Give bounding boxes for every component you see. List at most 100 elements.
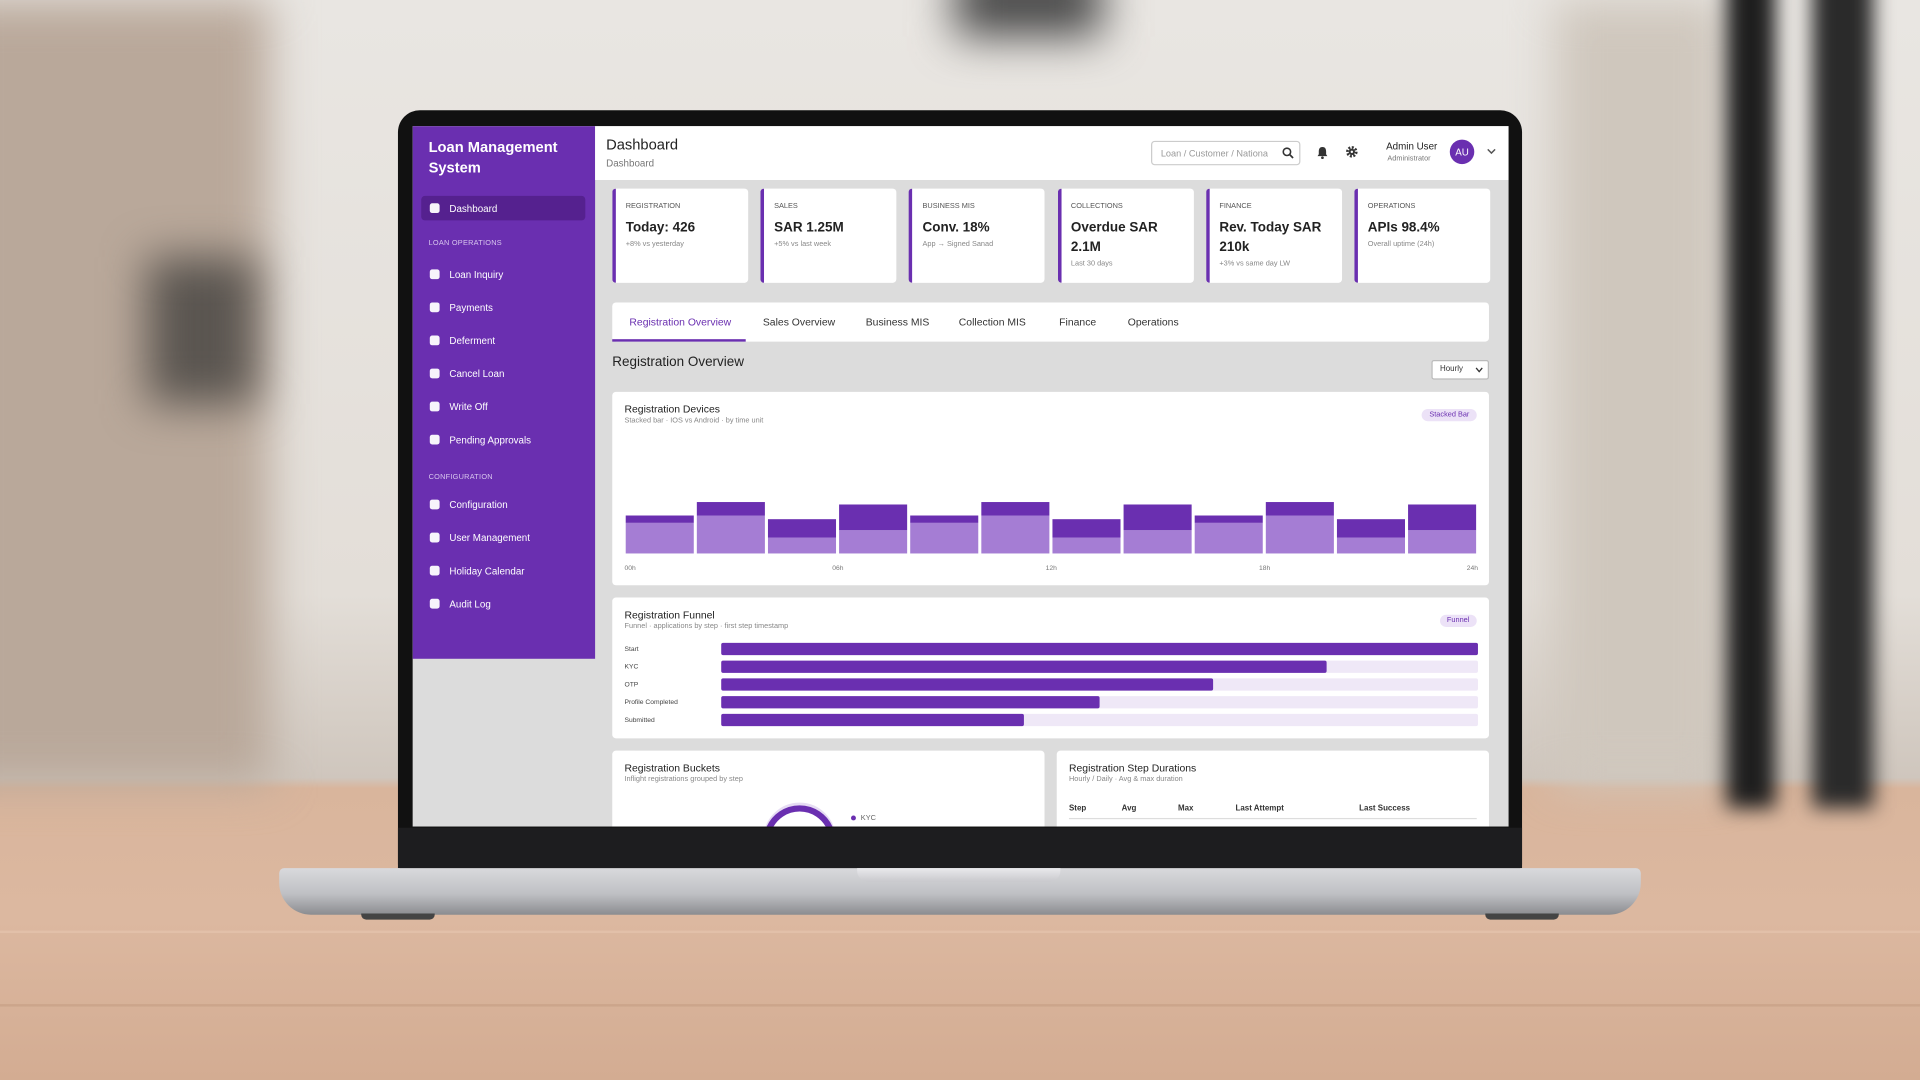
- funnel-label: Start: [624, 646, 638, 653]
- search-box[interactable]: Loan / Customer / Nationa: [1151, 140, 1301, 166]
- nav-item[interactable]: Deferment: [421, 328, 585, 352]
- icon: [429, 565, 440, 576]
- bg-column: [1555, 0, 1727, 784]
- kpi-label: REGISTRATION: [625, 203, 681, 211]
- tab[interactable]: Finance: [1059, 315, 1097, 329]
- nav-item[interactable]: Payments: [421, 295, 585, 319]
- icon: [429, 401, 440, 412]
- bar-segment: [1408, 530, 1477, 554]
- nav-label: Holiday Calendar: [449, 565, 525, 577]
- laptop-foot: [361, 913, 435, 920]
- icon: [429, 434, 440, 445]
- card-subtitle: Inflight registrations grouped by step: [624, 776, 743, 784]
- nav-item[interactable]: Audit Log: [421, 591, 585, 615]
- icon: [429, 499, 440, 510]
- bar-segment: [1265, 502, 1334, 516]
- section-title: Registration Overview: [612, 355, 744, 370]
- avatar[interactable]: AU: [1449, 139, 1475, 165]
- icon: [429, 269, 440, 280]
- tab-underline: [612, 339, 746, 342]
- kpi-note: +8% vs yesterday: [625, 241, 684, 249]
- nav-label: Deferment: [449, 334, 496, 346]
- table-header: Last Attempt: [1235, 804, 1284, 814]
- icon: [429, 203, 440, 214]
- bar-segment: [1336, 519, 1406, 538]
- funnel-label: Profile Completed: [624, 699, 678, 706]
- nav-heading: CONFIGURATION: [428, 473, 493, 482]
- x-tick-label: 06h: [832, 565, 843, 572]
- interval-value: Hourly: [1440, 364, 1464, 374]
- user-name: Admin User: [1386, 140, 1438, 152]
- funnel-bar: [721, 678, 1214, 691]
- user-role: Administrator: [1387, 155, 1431, 163]
- tab[interactable]: Sales Overview: [762, 315, 836, 329]
- kpi-label: OPERATIONS: [1367, 203, 1416, 211]
- nav-label: Payments: [449, 301, 493, 313]
- icon: [429, 598, 440, 609]
- screen: Loan Management System Dashboard LOAN OP…: [412, 126, 1509, 827]
- search-icon: [1282, 147, 1294, 159]
- kpi-card: FINANCE Rev. Today SAR 210k +3% vs same da…: [1205, 188, 1342, 283]
- bg-lamp: [146, 257, 258, 405]
- kpi-label: FINANCE: [1219, 203, 1252, 211]
- tab[interactable]: Operations: [1127, 315, 1179, 329]
- funnel-label: KYC: [624, 664, 638, 671]
- breadcrumb: Dashboard: [606, 157, 655, 169]
- nav-item[interactable]: Holiday Calendar: [421, 558, 585, 582]
- kpi-note: +3% vs same day LW: [1219, 260, 1291, 269]
- sidebar: Loan Management System Dashboard LOAN OP…: [412, 126, 596, 659]
- bar-segment: [839, 504, 908, 531]
- kpi-label: SALES: [774, 203, 798, 211]
- bg-pillar: [1812, 0, 1874, 809]
- kpi-note: Last 30 days: [1070, 260, 1113, 269]
- nav-item[interactable]: Pending Approvals: [421, 427, 585, 451]
- header: Dashboard Dashboard Loan / Customer / Na…: [595, 126, 1509, 181]
- donut: KYC: [765, 802, 877, 827]
- chart-badge: Stacked Bar: [1422, 408, 1477, 422]
- nav-item[interactable]: Configuration: [421, 492, 585, 516]
- nav-label: Write Off: [449, 401, 488, 413]
- bar-segment: [696, 502, 765, 516]
- tab[interactable]: Collection MIS: [958, 315, 1026, 329]
- bg-light: [955, 0, 1103, 37]
- bar-segment: [625, 522, 694, 554]
- chart-title: Registration Funnel: [624, 608, 715, 621]
- nav-item[interactable]: Loan Inquiry: [421, 262, 585, 286]
- bell-icon[interactable]: [1316, 146, 1328, 160]
- nav-label: Audit Log: [449, 598, 491, 610]
- bar-segment: [767, 519, 837, 538]
- icon: [429, 532, 440, 543]
- nav-label: Configuration: [449, 498, 508, 511]
- laptop-notch: [857, 868, 1061, 882]
- kpi-note: App → Signed Sanad: [922, 241, 994, 249]
- chart-title: Registration Devices: [624, 402, 720, 416]
- kpi-card: SALES SAR 1.25M +5% vs last week: [760, 188, 897, 283]
- nav-label: User Management: [449, 532, 530, 544]
- bar-segment: [910, 515, 979, 523]
- funnel-label: Submitted: [624, 717, 655, 724]
- icon: [429, 335, 440, 346]
- chart-subtitle: Funnel · applications by step · first st…: [624, 623, 789, 631]
- kpi-value: Conv. 18%: [922, 220, 990, 236]
- interval-select[interactable]: Hourly: [1431, 360, 1489, 380]
- desk-grain: [0, 930, 1920, 934]
- legend-dot: [851, 815, 856, 821]
- nav-item-active[interactable]: Dashboard: [421, 195, 586, 221]
- bar-segment: [1194, 515, 1263, 523]
- nav-item[interactable]: Cancel Loan: [421, 361, 585, 385]
- nav-item[interactable]: User Management: [421, 525, 585, 549]
- kpi-value: SAR 1.25M: [774, 220, 844, 236]
- tab[interactable]: Registration Overview: [629, 315, 732, 329]
- bar-segment: [1052, 537, 1121, 554]
- chart: 00h 06h 12h 18h 24h: [624, 502, 1478, 572]
- table-header: Avg: [1121, 804, 1137, 814]
- x-tick-label: 12h: [1046, 565, 1057, 572]
- card-title: Registration Step Durations: [1068, 761, 1197, 774]
- chevron[interactable]: [1487, 148, 1497, 155]
- tab[interactable]: Business MIS: [865, 315, 930, 329]
- bar-segment: [625, 515, 694, 523]
- chart-subtitle: Stacked bar · IOS vs Android · by time u…: [624, 417, 764, 425]
- settings-icon[interactable]: [1346, 146, 1358, 158]
- nav-item[interactable]: Write Off: [421, 394, 585, 418]
- nav-label: Pending Approvals: [449, 434, 532, 446]
